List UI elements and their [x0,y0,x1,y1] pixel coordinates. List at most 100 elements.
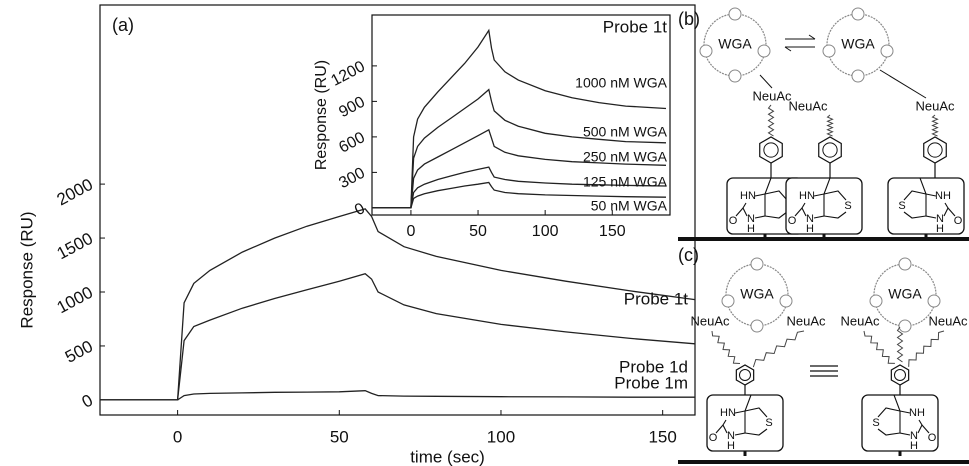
ring [823,190,847,201]
atom: NH [935,190,951,202]
sugar-label: NeuAc [788,98,828,113]
binding-site [779,294,793,308]
binding-site [851,69,865,83]
data-line [372,128,667,209]
sugar-label: NeuAc [840,313,880,328]
protein-label: WGA [740,286,774,302]
sugar-label: NeuAc [786,313,826,328]
ring [744,394,752,412]
linker [931,114,939,137]
ring [903,190,927,201]
binding-site [750,257,764,271]
linker [908,330,945,367]
y-tick-label: 1000 [54,283,96,318]
benzene [735,364,755,386]
binding-site [750,319,764,333]
ring [877,407,901,418]
y-tick-label: 500 [62,337,96,367]
linker [863,330,895,364]
protein-label: WGA [718,36,752,52]
ring [919,177,927,195]
benzene-ring [822,142,838,158]
ring [715,424,724,434]
x-tick-label: 0 [406,223,415,240]
atom: H [727,440,735,452]
ring [734,410,746,414]
series-label: 250 nM WGA [583,149,668,165]
linker [826,114,834,137]
protein-label: WGA [888,286,922,302]
benzene [818,136,842,164]
ring [903,211,927,219]
x-tick-label: 50 [469,223,487,240]
ring [947,207,956,217]
benzene [923,136,947,164]
binding-site [721,294,735,308]
atom: HN [799,190,815,202]
protein-label: WGA [841,36,875,52]
atom: HN [740,190,756,202]
atom: S [844,200,851,212]
atom: S [872,417,879,429]
sugar-label: NeuAc [690,313,730,328]
atom: O [729,215,738,227]
x-tick-label: 100 [532,223,559,240]
y-axis-label: Response (RU) [17,211,36,328]
atom: H [936,223,944,235]
series-label: Probe 1d [619,357,688,376]
panel-label: (b) [678,9,700,29]
sugar-label: NeuAc [928,313,968,328]
ring [754,193,766,197]
y-axis-label: Response (RU) [313,60,330,170]
atom: H [910,440,918,452]
atom: H [747,223,755,235]
binding-site [898,319,912,333]
atom: O [709,432,718,444]
ring [877,428,901,436]
binding-site [851,7,865,21]
data-line [100,390,695,401]
benzene-ring [763,142,779,158]
benzene-ring [927,142,943,158]
y-tick-label: 0 [79,391,96,412]
data-line [100,272,696,401]
ring [921,424,930,434]
sugar-label: NeuAc [752,88,792,103]
x-tick-label: 0 [173,427,182,446]
ring [893,394,901,412]
atom: N [910,430,918,442]
binding-site [822,44,836,58]
atom: S [765,417,772,429]
atom: N [806,213,814,225]
ring [764,211,788,219]
chart-title: Probe 1t [603,17,668,36]
series-label: Probe 1t [624,289,689,308]
benzene [890,364,910,386]
atom: N [936,213,944,225]
x-tick-label: 150 [648,427,676,446]
bond [879,69,927,99]
ring [735,207,744,217]
binding-site [728,69,742,83]
linker [711,330,741,364]
ring [823,177,831,195]
x-tick-label: 50 [330,427,349,446]
atom: N [747,213,755,225]
ring [764,177,772,195]
bond [759,74,773,89]
ring [813,193,825,197]
atom: O [928,432,937,444]
y-tick-label: 2000 [54,175,96,210]
binding-site [898,257,912,271]
panel-label: (a) [112,15,134,35]
data-line [100,208,696,401]
linker [752,330,805,368]
benzene-ring [894,369,906,381]
atom: S [898,200,905,212]
series-label: Probe 1m [614,373,688,392]
bond [808,34,816,40]
linker [896,326,904,363]
atom: NH [909,407,925,419]
